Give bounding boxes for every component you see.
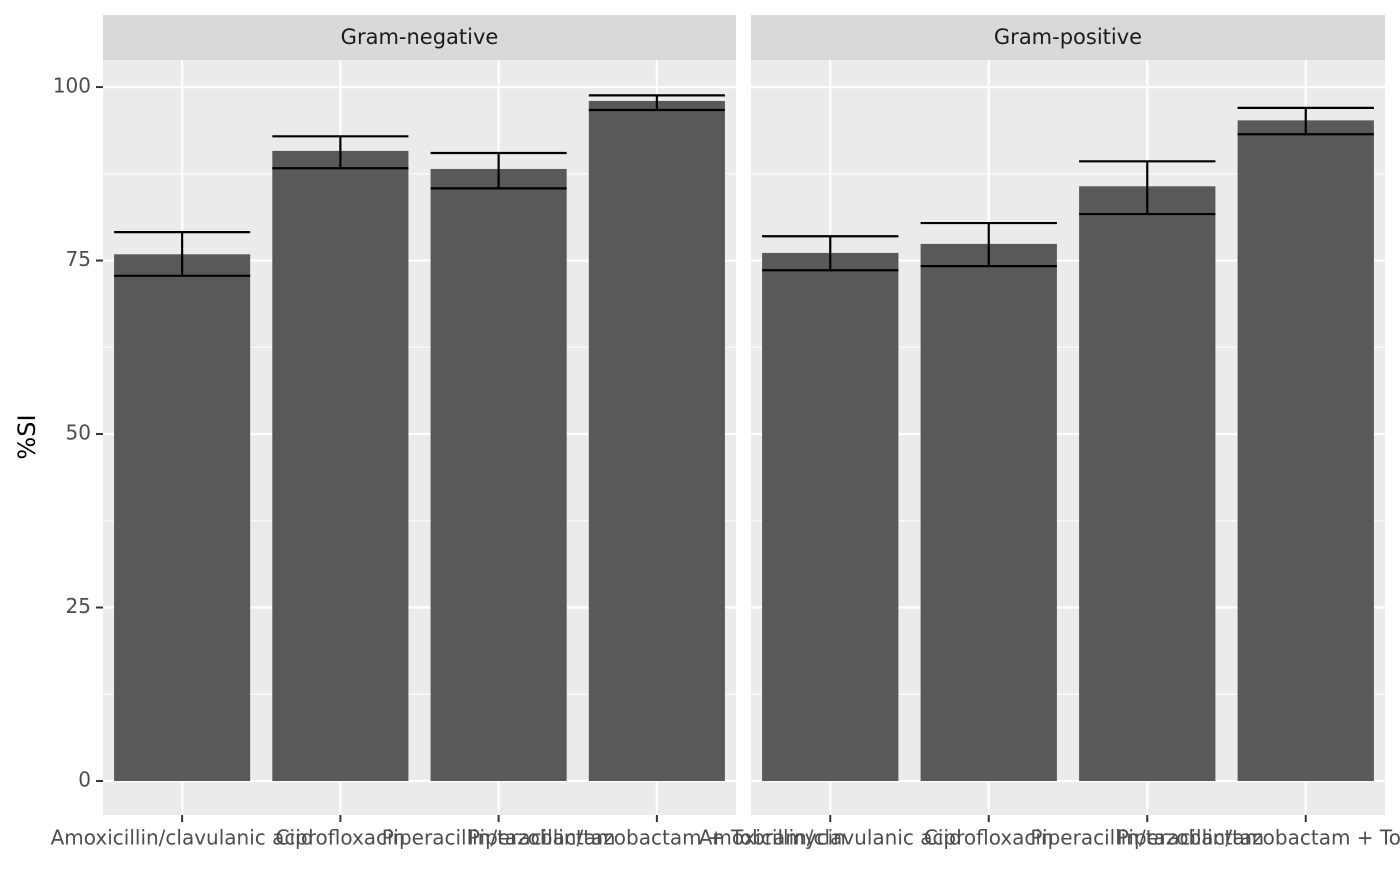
x-tick-label: Piperacillin/tazobactam <box>382 826 616 850</box>
x-tick-label: Amoxicillin/clavulanic acid <box>699 826 962 850</box>
bar <box>588 100 725 781</box>
bar <box>920 243 1057 781</box>
strip <box>751 15 1385 60</box>
error-bar <box>588 94 725 112</box>
bar <box>1237 120 1374 781</box>
x-tick-label: Piperacillin/tazobactam + Tobramycin <box>1117 826 1400 850</box>
strip-label: Gram-positive <box>994 25 1142 49</box>
error-bar <box>272 135 409 170</box>
x-tick-label: Amoxicillin/clavulanic acid <box>51 826 314 850</box>
error-bar <box>114 230 251 277</box>
error-bar <box>762 235 899 272</box>
y-tick-label: 0 <box>78 767 91 791</box>
x-tick-label: Piperacillin/tazobactam + Tobramycin <box>468 826 846 850</box>
bar <box>1079 186 1216 781</box>
strip <box>103 15 736 60</box>
error-bar <box>430 151 567 190</box>
y-tick-label: 100 <box>53 74 91 98</box>
bar <box>272 150 409 781</box>
bar <box>114 254 251 781</box>
bar <box>430 168 567 781</box>
error-bar <box>1237 106 1374 136</box>
x-tick-label: Ciprofloxacin <box>275 826 405 850</box>
x-tick-label: Piperacillin/tazobactam <box>1030 826 1264 850</box>
y-tick-label: 25 <box>66 594 91 618</box>
strip-label: Gram-negative <box>341 25 499 49</box>
y-tick-label: 75 <box>66 247 91 271</box>
bar <box>762 252 899 781</box>
error-bar <box>920 221 1057 268</box>
y-axis-label: %SI <box>13 414 41 459</box>
error-bar <box>1079 160 1216 216</box>
y-tick-label: 50 <box>66 421 91 445</box>
x-tick-label: Ciprofloxacin <box>924 826 1054 850</box>
